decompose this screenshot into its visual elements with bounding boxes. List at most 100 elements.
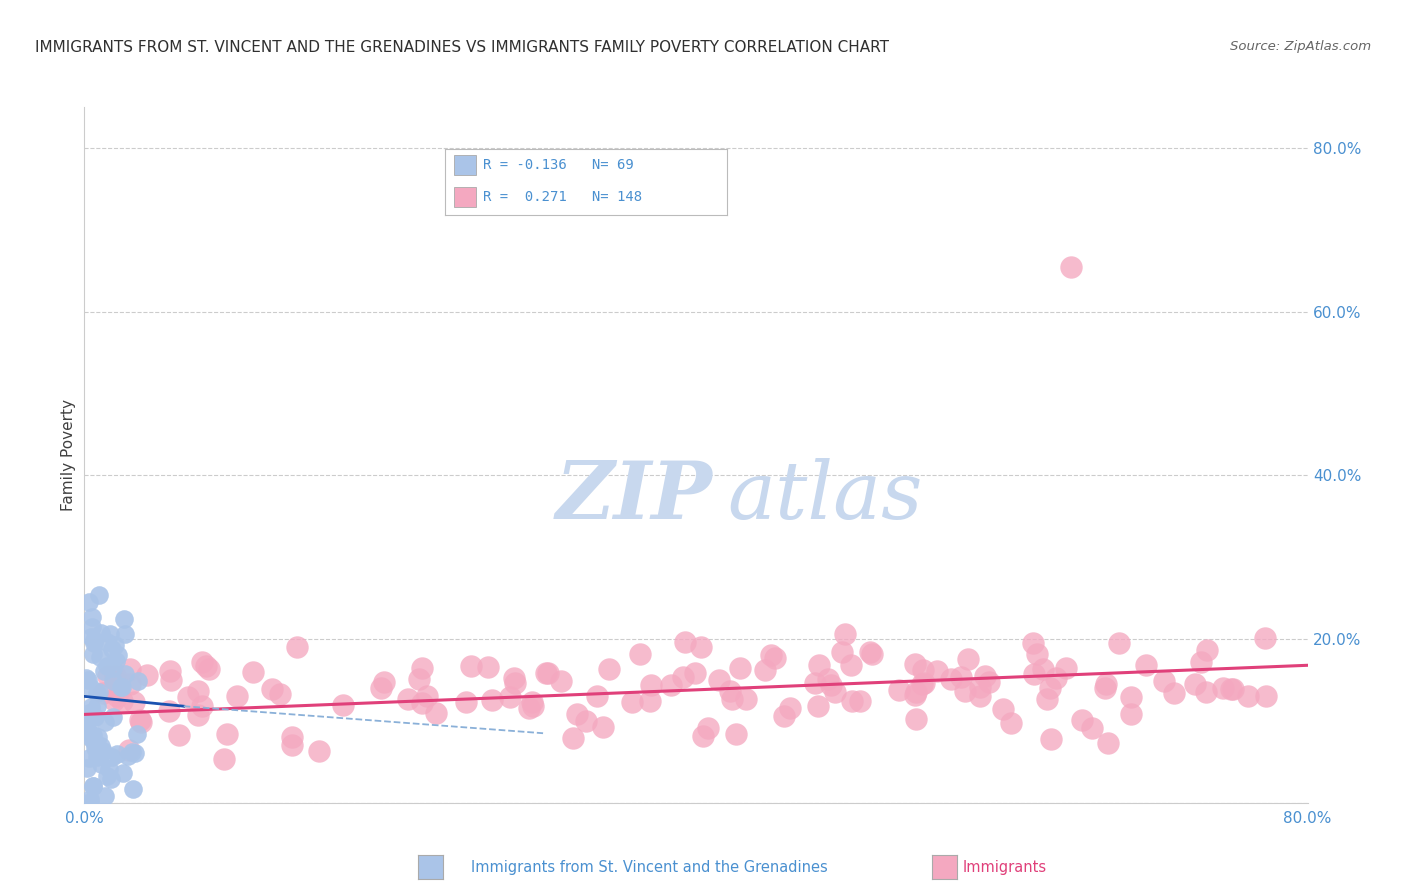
- Point: [707, 673, 730, 688]
- Text: Immigrants: Immigrants: [963, 860, 1047, 874]
- Point: [105, 673, 128, 688]
- Point: [697, 721, 720, 735]
- Text: R =  0.271   N= 148: R = 0.271 N= 148: [484, 190, 643, 203]
- Point: [1153, 674, 1175, 689]
- Text: ZIP: ZIP: [555, 458, 713, 535]
- Point: [159, 664, 181, 678]
- Point: [977, 674, 1000, 689]
- Point: [111, 694, 134, 708]
- Point: [973, 669, 995, 683]
- Point: [598, 663, 620, 677]
- Point: [724, 727, 747, 741]
- Point: [1070, 714, 1092, 728]
- Point: [939, 672, 962, 686]
- Point: [416, 689, 439, 703]
- Point: [550, 673, 572, 688]
- Point: [718, 683, 741, 698]
- Point: [425, 706, 447, 720]
- Point: [79, 795, 101, 809]
- Point: [103, 661, 125, 675]
- Point: [86, 749, 108, 764]
- Point: [575, 714, 598, 728]
- Point: [104, 669, 127, 683]
- Point: [308, 744, 330, 758]
- Point: [83, 633, 105, 648]
- Point: [517, 701, 540, 715]
- Point: [110, 680, 132, 694]
- Point: [592, 720, 614, 734]
- Point: [721, 692, 744, 706]
- Point: [128, 713, 150, 727]
- Point: [904, 685, 927, 699]
- Point: [860, 647, 883, 661]
- Point: [728, 661, 751, 675]
- Point: [80, 731, 103, 745]
- Point: [772, 709, 794, 723]
- Point: [761, 648, 783, 662]
- Point: [1222, 681, 1244, 696]
- Point: [640, 678, 662, 692]
- Point: [1081, 721, 1104, 735]
- Point: [112, 765, 135, 780]
- Point: [82, 779, 104, 793]
- Point: [411, 661, 433, 675]
- Point: [86, 698, 108, 713]
- Point: [1163, 686, 1185, 700]
- Point: [1119, 690, 1142, 705]
- Point: [75, 722, 97, 736]
- Point: [191, 655, 214, 669]
- Point: [197, 662, 219, 676]
- Point: [834, 627, 856, 641]
- Point: [105, 747, 128, 762]
- Point: [79, 791, 101, 805]
- Point: [683, 665, 706, 680]
- Point: [754, 664, 776, 678]
- Point: [157, 704, 180, 718]
- Point: [481, 692, 503, 706]
- Point: [904, 688, 927, 702]
- Text: Immigrants from St. Vincent and the Grenadines: Immigrants from St. Vincent and the Gren…: [471, 860, 828, 874]
- Point: [242, 665, 264, 679]
- Point: [620, 695, 643, 709]
- Point: [124, 696, 146, 710]
- Point: [370, 681, 392, 695]
- Point: [89, 685, 111, 699]
- Point: [96, 634, 118, 648]
- Point: [97, 669, 120, 683]
- Point: [125, 727, 148, 741]
- Point: [661, 678, 683, 692]
- Text: IMMIGRANTS FROM ST. VINCENT AND THE GRENADINES VS IMMIGRANTS FAMILY POVERTY CORR: IMMIGRANTS FROM ST. VINCENT AND THE GREN…: [35, 40, 889, 55]
- Point: [1039, 731, 1062, 746]
- Point: [98, 762, 121, 776]
- Point: [807, 698, 830, 713]
- Point: [499, 690, 522, 704]
- Point: [98, 627, 121, 641]
- Point: [285, 640, 308, 655]
- Point: [114, 626, 136, 640]
- Point: [904, 657, 927, 671]
- Y-axis label: Family Poverty: Family Poverty: [60, 399, 76, 511]
- Point: [194, 659, 217, 673]
- Point: [83, 741, 105, 756]
- Point: [503, 671, 526, 685]
- Point: [91, 686, 114, 700]
- Point: [79, 725, 101, 739]
- Point: [101, 674, 124, 689]
- Point: [83, 735, 105, 749]
- Point: [121, 745, 143, 759]
- Point: [159, 673, 181, 687]
- Point: [1195, 685, 1218, 699]
- Point: [103, 710, 125, 724]
- Point: [911, 677, 934, 691]
- Point: [991, 702, 1014, 716]
- Point: [1039, 681, 1062, 695]
- Point: [905, 712, 928, 726]
- Point: [127, 674, 149, 689]
- Point: [281, 738, 304, 752]
- Point: [105, 654, 128, 668]
- Point: [672, 670, 695, 684]
- Point: [1212, 681, 1234, 696]
- Point: [803, 676, 825, 690]
- Point: [969, 690, 991, 704]
- Point: [763, 650, 786, 665]
